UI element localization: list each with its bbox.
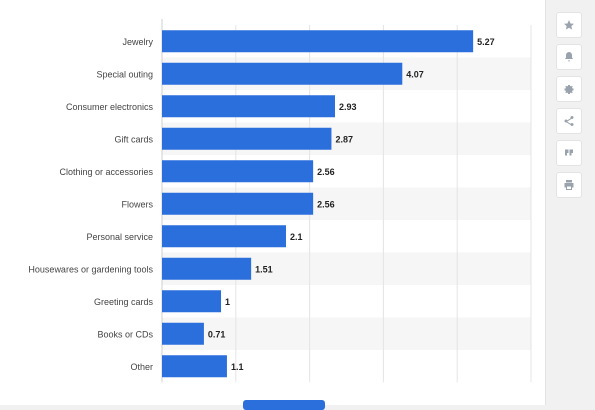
value-label: 5.27 xyxy=(477,37,495,47)
value-label: 1 xyxy=(225,297,230,307)
bar[interactable] xyxy=(162,355,227,378)
settings-button[interactable] xyxy=(556,76,582,102)
row-stripes xyxy=(162,57,531,350)
value-label: 0.71 xyxy=(208,329,226,339)
print-icon xyxy=(564,180,574,190)
category-label: Other xyxy=(130,362,153,372)
chart-toolbar xyxy=(556,12,582,198)
bar[interactable] xyxy=(162,95,335,118)
share-button[interactable] xyxy=(556,108,582,134)
category-label: Clothing or accessories xyxy=(59,167,153,177)
quote-icon xyxy=(565,149,573,156)
value-label: 2.56 xyxy=(317,199,335,209)
bar[interactable] xyxy=(162,30,474,53)
bar[interactable] xyxy=(162,62,403,85)
bar[interactable] xyxy=(162,322,204,345)
notification-button[interactable] xyxy=(556,44,582,70)
favorite-button[interactable] xyxy=(556,12,582,38)
bar[interactable] xyxy=(162,257,252,280)
star-icon xyxy=(564,20,574,30)
category-label: Personal service xyxy=(86,232,153,242)
value-label: 2.1 xyxy=(290,232,303,242)
category-label: Housewares or gardening tools xyxy=(28,264,153,274)
value-label: 2.56 xyxy=(317,167,335,177)
category-labels: Jewelry Special outing Consumer electronic… xyxy=(28,37,153,372)
category-label: Special outing xyxy=(96,69,153,79)
value-label: 1.1 xyxy=(231,362,244,372)
share-icon xyxy=(564,116,574,126)
bar[interactable] xyxy=(162,160,314,183)
bar-chart: Jewelry Special outing Consumer electronic… xyxy=(0,19,545,405)
value-labels: 5.27 4.07 2.93 2.87 2.56 2.56 2.1 1.51 1 0.71 1.1 xyxy=(208,37,495,372)
cite-button[interactable] xyxy=(556,140,582,166)
print-button[interactable] xyxy=(556,172,582,198)
value-label: 4.07 xyxy=(406,69,424,79)
row-stripe xyxy=(162,317,531,350)
category-label: Flowers xyxy=(121,199,153,209)
bar[interactable] xyxy=(162,225,286,248)
action-button[interactable] xyxy=(243,400,325,410)
value-label: 2.93 xyxy=(339,102,357,112)
category-label: Greeting cards xyxy=(94,297,154,307)
bar[interactable] xyxy=(162,290,222,313)
chart-card: Jewelry Special outing Consumer electronic… xyxy=(0,0,546,405)
category-label: Gift cards xyxy=(114,134,153,144)
value-label: 1.51 xyxy=(255,264,273,274)
category-label: Jewelry xyxy=(122,37,153,47)
gear-icon xyxy=(564,85,574,94)
bell-icon xyxy=(565,52,573,62)
bar[interactable] xyxy=(162,127,332,150)
value-label: 2.87 xyxy=(335,134,353,144)
category-label: Books or CDs xyxy=(97,329,153,339)
bar[interactable] xyxy=(162,192,314,215)
bars xyxy=(162,30,474,378)
category-label: Consumer electronics xyxy=(66,102,154,112)
